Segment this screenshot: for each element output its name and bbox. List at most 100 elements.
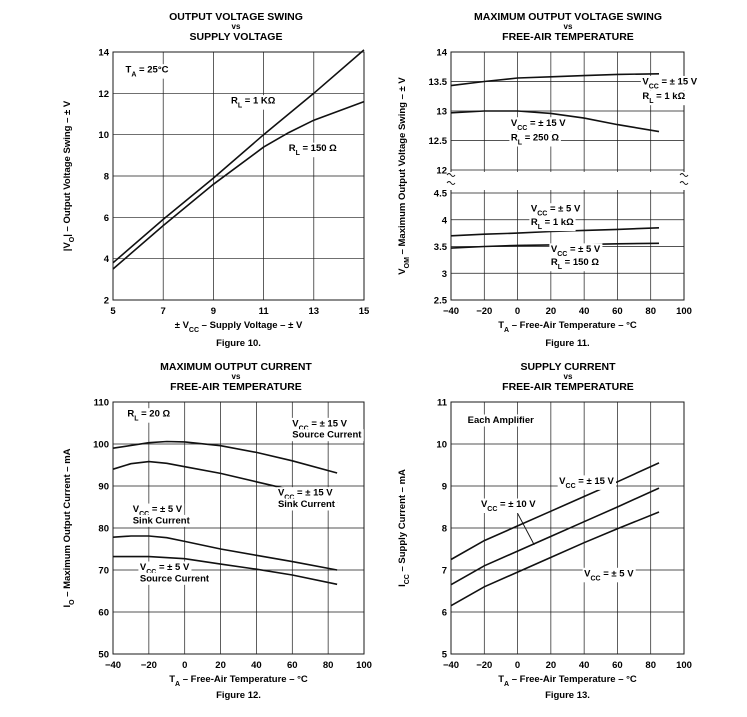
y-axis-label: |VO| – Output Voltage Swing – ± V <box>62 100 76 251</box>
y-axis-label: ICC – Supply Current – mA <box>397 469 411 587</box>
annotation-background <box>229 95 278 110</box>
annotation-background <box>640 75 700 91</box>
figure-caption: Figure 12. <box>216 690 261 701</box>
plot-frame <box>450 401 685 655</box>
annotation-background <box>509 117 568 132</box>
y-tick-label: 12 <box>436 166 447 177</box>
annotation-background <box>549 256 601 272</box>
chart-title: MAXIMUM OUTPUT CURRENT <box>160 361 312 373</box>
figure-caption: Figure 11. <box>545 338 589 349</box>
y-tick-label: 10 <box>98 130 109 141</box>
y-tick-label: 100 <box>93 440 109 451</box>
y-tick-label: 70 <box>98 566 109 577</box>
x-tick-label: 5 <box>110 306 116 317</box>
x-axis-label: TA – Free-Air Temperature – °C <box>169 674 308 688</box>
y-tick-label: 60 <box>98 608 109 619</box>
x-tick-label: 100 <box>676 306 692 317</box>
y-tick-label: 110 <box>94 398 109 409</box>
x-tick-label: −20 <box>476 306 492 317</box>
leader-line <box>517 513 535 546</box>
annotation-label: Sink Current <box>278 499 336 510</box>
x-tick-label: 9 <box>211 306 216 317</box>
y-tick-label: 13.5 <box>429 77 448 88</box>
annotation-label: VCC = ± 10 V <box>481 499 536 513</box>
y-tick-label: 7 <box>442 566 447 577</box>
chart-vs: vs <box>232 372 241 381</box>
series-line-2 <box>450 110 660 133</box>
x-tick-label: 13 <box>309 306 320 317</box>
y-tick-label: 4 <box>104 254 110 265</box>
annotation-background <box>125 408 173 423</box>
x-tick-label: −40 <box>105 660 121 671</box>
annotation-background <box>466 414 536 427</box>
annotation-label: Sink Current <box>133 515 191 526</box>
series-line-2 <box>450 487 660 586</box>
annotation-label: RL = 250 Ω <box>511 133 559 147</box>
x-tick-label: −20 <box>476 660 492 671</box>
annotation-label: VCC = ± 15 V <box>278 488 333 502</box>
y-tick-label: 13 <box>436 107 447 118</box>
annotation-background <box>509 132 561 147</box>
annotation-background <box>131 514 193 527</box>
y-tick-label: 80 <box>98 524 109 535</box>
annotation-background <box>138 561 192 576</box>
y-axis-label-group: VOM – Maximum Output Voltage Swing – ± V <box>397 77 411 275</box>
x-tick-label: −40 <box>443 660 459 671</box>
annotation-label: VCC = ± 5 V <box>531 204 581 218</box>
annotation-label: RL = 1 KΩ <box>231 96 276 110</box>
series-line-1 <box>450 73 660 87</box>
x-tick-label: 80 <box>323 660 334 671</box>
x-tick-label: 0 <box>515 306 520 317</box>
chart-title: OUTPUT VOLTAGE SWING <box>169 11 303 23</box>
annotation-background <box>287 142 339 158</box>
series-line-3 <box>112 535 338 571</box>
y-tick-label: 14 <box>436 48 447 59</box>
y-tick-label: 8 <box>104 172 109 183</box>
x-tick-label: 20 <box>215 660 226 671</box>
y-tick-label: 12.5 <box>429 136 448 147</box>
y-tick-label: 12 <box>98 89 109 100</box>
annotation-label: VCC = ± 15 V <box>292 418 347 432</box>
y-axis-label: IO – Maximum Output Current – mA <box>62 448 76 607</box>
series-line-1 <box>112 49 365 264</box>
annotation-background <box>479 498 538 513</box>
annotation-label: VCC = ± 5 V <box>584 568 634 582</box>
y-tick-label: 6 <box>104 213 109 224</box>
chart-vs: vs <box>564 372 573 381</box>
series-line-3 <box>450 511 660 607</box>
x-tick-label: 80 <box>645 306 656 317</box>
y-tick-label: 3 <box>442 269 447 280</box>
annotation-label: VCC = ± 15 V <box>642 76 697 90</box>
annotation-background <box>124 64 171 79</box>
annotation-label: TA = 25°C <box>126 65 169 79</box>
annotation-background <box>138 572 212 585</box>
x-tick-label: 20 <box>546 660 557 671</box>
annotation-label: VCC = ± 5 V <box>140 562 190 576</box>
x-tick-label: 40 <box>251 660 262 671</box>
x-tick-label: 40 <box>579 660 590 671</box>
x-axis-label: TA – Free-Air Temperature – °C <box>498 320 637 334</box>
y-axis-label: VOM – Maximum Output Voltage Swing – ± V <box>397 77 411 275</box>
axis-break-mark <box>679 181 689 185</box>
chart-subtitle: SUPPLY VOLTAGE <box>190 31 283 43</box>
chart-subtitle: FREE-AIR TEMPERATURE <box>502 381 634 393</box>
y-axis-label-group: ICC – Supply Current – mA <box>397 469 411 587</box>
annotation-background <box>290 429 364 442</box>
y-tick-label: 2 <box>104 296 109 307</box>
series-line-3 <box>450 227 660 237</box>
annotation-background <box>529 203 583 218</box>
annotation-background <box>557 475 617 490</box>
axis-break-mark <box>679 173 689 177</box>
chart-vs: vs <box>564 22 573 31</box>
annotation-label: RL = 1 kΩ <box>642 91 685 105</box>
annotation-background <box>549 243 603 258</box>
axis-break-mark <box>446 181 456 185</box>
y-tick-label: 50 <box>98 650 109 661</box>
annotation-label: RL = 20 Ω <box>127 409 170 423</box>
x-tick-label: 11 <box>259 306 270 317</box>
y-tick-label: 90 <box>98 482 109 493</box>
chart-vs: vs <box>232 22 241 31</box>
